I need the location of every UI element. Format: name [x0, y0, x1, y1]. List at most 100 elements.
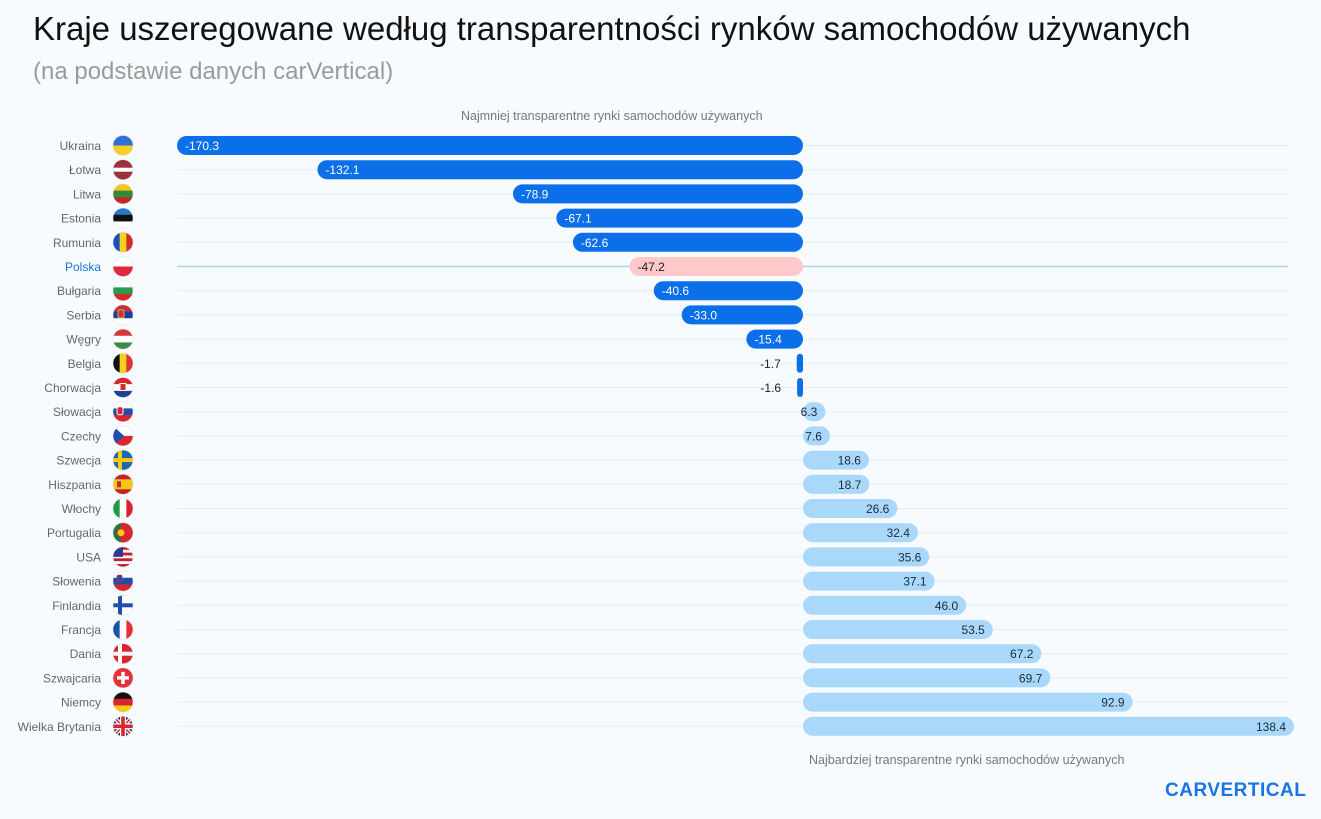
bar	[803, 571, 935, 591]
value-label: 6.3	[801, 405, 818, 419]
flag-pt-icon	[113, 522, 133, 543]
flag-it-icon	[113, 498, 133, 519]
category-label: Rumunia	[53, 236, 101, 250]
carvertical-logo: CARVERTICAL	[1165, 780, 1307, 801]
bar	[803, 474, 870, 494]
category-label: Hiszpania	[48, 478, 101, 492]
category-label: Bułgaria	[57, 284, 101, 298]
category-label: Polska	[65, 260, 101, 274]
bar	[629, 257, 803, 276]
flag-pl-icon	[113, 256, 133, 277]
bar	[556, 208, 803, 228]
category-label: Francja	[61, 623, 101, 637]
flag-be-icon	[113, 353, 133, 374]
flag-sk-icon	[113, 401, 133, 422]
bar	[512, 184, 803, 204]
value-label: 26.6	[866, 502, 890, 516]
bar	[803, 499, 898, 518]
bar	[803, 402, 826, 422]
category-label: Belgia	[68, 357, 102, 371]
bar	[803, 450, 869, 470]
category-label: Serbia	[66, 308, 101, 322]
flag-lv-icon	[113, 159, 133, 180]
category-label: Słowacja	[53, 405, 101, 419]
category-label: USA	[76, 550, 101, 564]
category-label: Łotwa	[69, 163, 101, 177]
flag-ua-icon	[113, 135, 133, 156]
value-label: -67.1	[564, 212, 592, 226]
bar	[803, 595, 967, 615]
category-label: Ukraina	[60, 139, 102, 153]
value-label: -47.2	[637, 260, 665, 274]
category-label: Chorwacja	[44, 381, 101, 395]
bar	[803, 644, 1042, 664]
value-label: 53.5	[961, 623, 985, 637]
bar	[803, 716, 1294, 736]
value-label: -40.6	[662, 284, 690, 298]
value-label: 18.7	[838, 478, 862, 492]
value-label: 32.4	[887, 526, 911, 540]
flag-de-icon	[113, 692, 133, 713]
category-label: Dania	[70, 647, 102, 661]
least-transparent-annotation: Najmniej transparentne rynki samochodów …	[461, 109, 763, 123]
value-label: -1.7	[760, 357, 781, 371]
bar	[803, 692, 1133, 712]
bar	[803, 620, 993, 639]
bar	[746, 329, 803, 349]
flag-ee-icon	[113, 208, 133, 229]
most-transparent-annotation: Najbardziej transparentne rynki samochod…	[809, 753, 1125, 767]
bar	[796, 353, 803, 373]
value-label: -33.0	[690, 308, 718, 322]
flag-se-icon	[113, 450, 133, 471]
value-label: -78.9	[521, 187, 549, 201]
bar	[803, 523, 918, 543]
value-label: 35.6	[898, 550, 922, 564]
chart-subtitle: (na podstawie danych carVertical)	[33, 58, 394, 85]
value-label: 18.6	[838, 454, 862, 468]
flag-cz-icon	[113, 425, 133, 446]
flag-ro-icon	[113, 232, 133, 253]
category-label: Włochy	[62, 502, 101, 516]
bar	[653, 281, 803, 301]
flag-ch-icon	[113, 667, 133, 688]
category-label: Słowenia	[52, 575, 101, 589]
value-label: 37.1	[903, 575, 927, 589]
flag-fi-icon	[113, 595, 133, 616]
value-label: 7.6	[805, 429, 822, 443]
flag-rs-icon	[113, 304, 133, 325]
category-label: Węgry	[66, 333, 101, 347]
bar	[797, 378, 803, 397]
flag-hu-icon	[113, 329, 133, 350]
bar	[803, 668, 1051, 688]
category-label: Litwa	[73, 187, 101, 201]
bar	[803, 547, 930, 567]
value-label: 69.7	[1019, 671, 1043, 685]
value-label: -1.6	[760, 381, 781, 395]
flag-dk-icon	[113, 643, 133, 664]
value-label: -15.4	[754, 333, 782, 347]
bar	[681, 305, 803, 325]
value-label: 67.2	[1010, 647, 1034, 661]
category-label: Finlandia	[52, 599, 101, 613]
value-label: 92.9	[1101, 696, 1125, 710]
value-label: 46.0	[935, 599, 959, 613]
bar	[572, 232, 803, 252]
value-label: -170.3	[185, 139, 219, 153]
category-label: Czechy	[61, 429, 101, 443]
bar	[317, 160, 803, 180]
flag-gb-icon	[113, 716, 133, 737]
flag-es-icon	[113, 474, 133, 495]
category-label: Portugalia	[47, 526, 101, 540]
flag-us-icon	[113, 546, 133, 567]
value-label: 138.4	[1256, 720, 1286, 734]
value-label: -132.1	[325, 163, 359, 177]
value-label: -62.6	[581, 236, 609, 250]
bar	[803, 426, 830, 446]
category-label: Niemcy	[61, 696, 101, 710]
flag-bg-icon	[113, 280, 133, 301]
flag-lt-icon	[113, 183, 133, 204]
category-label: Szwajcaria	[43, 671, 101, 685]
category-label: Estonia	[61, 212, 101, 226]
flag-fr-icon	[113, 619, 133, 640]
